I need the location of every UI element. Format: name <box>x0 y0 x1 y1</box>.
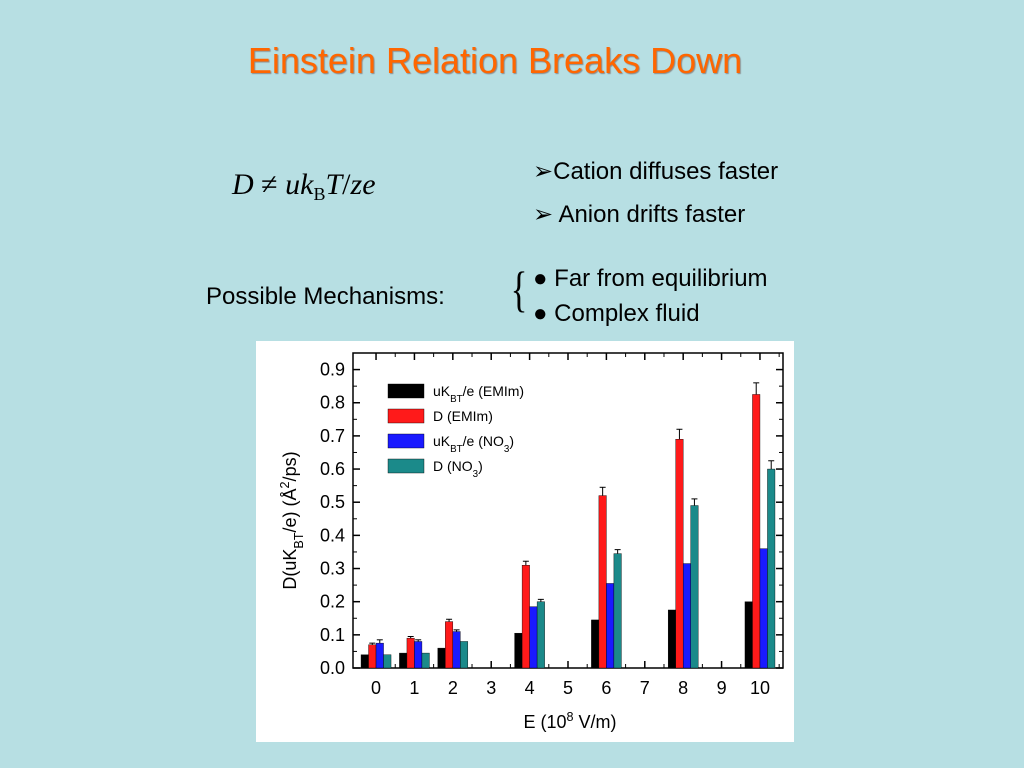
x-tick-label: 1 <box>409 678 419 698</box>
x-tick-label: 6 <box>601 678 611 698</box>
einstein-inequality: D ≠ ukBT/ze <box>232 168 376 205</box>
bar <box>613 553 622 669</box>
y-tick-label: 0.1 <box>320 625 345 645</box>
legend-label: uKBT/e (NO3) <box>433 433 514 455</box>
x-tick-label: 8 <box>678 678 688 698</box>
bar <box>591 619 600 669</box>
legend-swatch <box>387 408 425 424</box>
bar <box>752 394 761 669</box>
mechanisms-brace: { <box>510 261 528 317</box>
y-tick-label: 0.3 <box>320 559 345 579</box>
x-tick-label: 3 <box>486 678 496 698</box>
legend-label: D (EMIm) <box>433 408 493 424</box>
eq-sub-b: B <box>313 184 326 204</box>
bar <box>360 654 369 669</box>
y-tick-label: 0.5 <box>320 492 345 512</box>
bar <box>744 601 753 669</box>
x-axis-label: E (108 V/m) <box>523 710 616 732</box>
bar <box>514 632 523 669</box>
eq-uk: uk <box>285 168 314 201</box>
y-tick-label: 0.6 <box>320 459 345 479</box>
y-tick-label: 0.2 <box>320 592 345 612</box>
bar <box>368 644 377 669</box>
bar <box>529 606 538 669</box>
bar <box>414 641 423 669</box>
bar <box>445 621 454 669</box>
y-tick-label: 0.0 <box>320 658 345 678</box>
bar <box>675 439 684 669</box>
bar <box>606 583 615 669</box>
bar <box>536 601 545 669</box>
mechanism-item-complex-fluid: ● Complex fluid <box>533 300 700 327</box>
x-tick-label: 5 <box>563 678 573 698</box>
bar <box>460 641 469 669</box>
y-tick-label: 0.7 <box>320 426 345 446</box>
bar <box>767 468 776 669</box>
bar <box>682 563 691 669</box>
eq-t: T <box>325 168 343 201</box>
bar <box>399 652 408 669</box>
legend-swatch <box>387 383 425 399</box>
x-tick-label: 2 <box>448 678 458 698</box>
bar <box>421 652 430 669</box>
bar <box>375 642 384 669</box>
eq-neq: ≠ <box>261 168 278 201</box>
x-tick-label: 0 <box>371 678 381 698</box>
y-tick-label: 0.4 <box>320 525 345 545</box>
bar <box>759 548 768 669</box>
legend-swatch <box>387 433 425 449</box>
y-axis-label: D(uKBT/e) (Å2/ps) <box>278 451 306 589</box>
legend-label: D (NO3) <box>433 458 483 480</box>
bullet-anion: ➢ Anion drifts faster <box>533 201 746 228</box>
eq-d: D <box>232 168 254 201</box>
x-tick-label: 7 <box>640 678 650 698</box>
legend-label: uKBT/e (EMIm) <box>433 383 524 405</box>
bar <box>598 495 607 669</box>
slide-title: Einstein Relation Breaks Down <box>247 40 743 81</box>
bar <box>667 609 676 669</box>
bar <box>383 654 392 669</box>
mechanisms-label: Possible Mechanisms: <box>206 283 445 310</box>
x-tick-label: 4 <box>525 678 535 698</box>
x-tick-label: 10 <box>750 678 770 698</box>
chart-svg: 0.0 0.1 0.2 0.3 0.4 0.5 0.6 0.7 0.8 0.9 0 1 2 3 4 5 6 7 8 9… <box>278 352 784 732</box>
bar <box>521 565 530 669</box>
x-tick-label: 9 <box>717 678 727 698</box>
bar <box>452 631 461 669</box>
plot-frame <box>352 352 784 669</box>
mechanism-item-equilibrium: ● Far from equilibrium <box>533 265 768 292</box>
bar <box>437 647 446 669</box>
y-tick-label: 0.8 <box>320 393 345 413</box>
bar <box>406 637 415 669</box>
bar <box>690 505 699 669</box>
eq-ze: ze <box>350 168 376 201</box>
bar-chart: 0.0 0.1 0.2 0.3 0.4 0.5 0.6 0.7 0.8 0.9 0 1 2 3 4 5 6 7 8 9… <box>256 341 794 742</box>
eq-slash: / <box>342 168 351 201</box>
bullet-cation: ➢Cation diffuses faster <box>533 158 779 185</box>
legend-swatch <box>387 458 425 474</box>
y-tick-label: 0.9 <box>320 360 345 380</box>
